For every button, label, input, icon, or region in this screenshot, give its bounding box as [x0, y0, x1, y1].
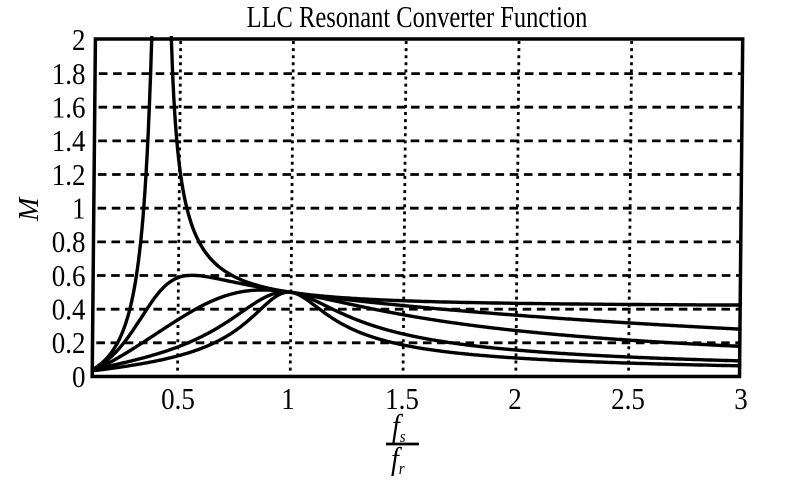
svg-text:LLC Resonant Converter Functio: LLC Resonant Converter Function: [247, 0, 588, 34]
svg-text:M: M: [14, 196, 45, 222]
svg-text:3: 3: [734, 382, 747, 416]
svg-text:2.5: 2.5: [611, 382, 645, 416]
svg-text:1.4: 1.4: [52, 125, 86, 159]
svg-text:0.5: 0.5: [161, 382, 195, 416]
svg-text:0.6: 0.6: [52, 259, 86, 293]
svg-text:1.5: 1.5: [385, 382, 419, 416]
svg-text:0.4: 0.4: [52, 293, 86, 327]
svg-text:1.8: 1.8: [52, 57, 86, 91]
svg-text:1.6: 1.6: [52, 91, 86, 125]
svg-text:1.2: 1.2: [52, 158, 86, 192]
svg-text:0.2: 0.2: [52, 326, 86, 360]
svg-text:1: 1: [281, 382, 294, 416]
svg-text:1: 1: [72, 192, 85, 226]
svg-text:2: 2: [508, 382, 521, 416]
svg-text:0: 0: [72, 360, 85, 394]
svg-text:0.8: 0.8: [52, 226, 86, 260]
svg-text:2: 2: [72, 24, 85, 58]
